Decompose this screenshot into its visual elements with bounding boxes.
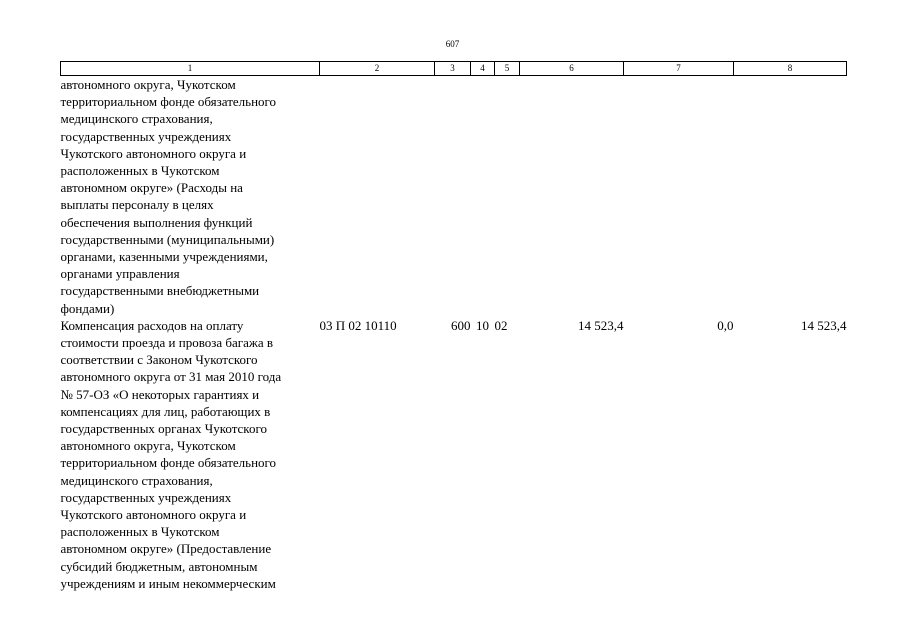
amount-col8-cell: 14 523,4 [801, 317, 847, 333]
description-line: автономном округе» (Предоставление [60, 541, 272, 557]
description-line: автономного округа, Чукотском [60, 438, 236, 454]
description-line: автономном округе» (Расходы на [60, 180, 243, 196]
column-header-3: 3 [434, 61, 471, 76]
description-line: государственными (муниципальными) [60, 231, 275, 247]
page-number: 607 [445, 39, 460, 49]
description-line: государственных органах Чукотского [60, 421, 267, 437]
column-header-4: 4 [470, 61, 495, 76]
description-line: обеспечения выполнения функций [60, 214, 253, 230]
budget-code-cell: 03 П 02 10110 [319, 317, 397, 333]
description-line: Чукотского автономного округа и [60, 145, 247, 161]
amount-col7-cell: 0,0 [717, 317, 734, 333]
description-line: государственных учреждениях [60, 128, 232, 144]
column-header-7: 7 [623, 61, 734, 76]
expense-type-cell: 600 [451, 317, 471, 333]
subsection-cell: 02 [494, 317, 508, 333]
description-line: расположенных в Чукотском [60, 524, 220, 540]
column-number-header-row: 1 2 3 4 5 6 7 8 [60, 61, 847, 76]
expense-type-cell [435, 76, 471, 317]
table-body: автономного округа, Чукотском территориал… [61, 76, 847, 593]
description-cell: Компенсация расходов на оплату стоимости … [61, 317, 320, 592]
description-line: соответствии с Законом Чукотского [60, 352, 258, 368]
budget-code-cell [320, 76, 435, 317]
description-line: органами, казенными учреждениями, [60, 249, 268, 265]
description-line: государственными внебюджетными [60, 283, 260, 299]
description-line: государственных учреждениях [60, 489, 232, 505]
budget-table: 1 2 3 4 5 6 7 8 автономного округа, Чуко… [60, 61, 847, 592]
description-line: фондами) [60, 300, 115, 316]
description-line: территориальном фонде обязательного [60, 455, 277, 471]
description-line: стоимости проезда и провоза багажа в [60, 335, 274, 351]
column-header-2: 2 [319, 61, 435, 76]
description-line: выплаты персоналу в целях [60, 197, 214, 213]
column-header-1: 1 [60, 61, 320, 76]
description-line: расположенных в Чукотском [60, 163, 220, 179]
table-row: Компенсация расходов на оплату стоимости … [61, 317, 847, 592]
section-cell [471, 76, 495, 317]
description-line: медицинского страхования, [60, 111, 213, 127]
description-line: органами управления [60, 266, 180, 282]
description-line: медицинского страхования, [60, 472, 213, 488]
description-line: автономного округа, Чукотском [60, 77, 236, 92]
description-line: компенсациях для лиц, работающих в [60, 403, 271, 419]
section-cell: 10 [476, 317, 489, 333]
description-line: Компенсация расходов на оплату [60, 317, 244, 333]
description-line: учреждениям и иным некоммерческим [60, 575, 276, 591]
amount-col8-cell [734, 76, 847, 317]
amount-col6-cell [520, 76, 624, 317]
description-line: автономного округа от 31 мая 2010 года [60, 369, 282, 385]
subsection-cell [495, 76, 520, 317]
description-cell: автономного округа, Чукотском территориал… [61, 76, 320, 317]
column-header-6: 6 [519, 61, 624, 76]
table-row: автономного округа, Чукотском территориал… [61, 76, 847, 317]
description-line: территориальном фонде обязательного [60, 94, 277, 110]
column-header-8: 8 [733, 61, 847, 76]
column-header-5: 5 [494, 61, 520, 76]
description-line: субсидий бюджетным, автономным [60, 558, 258, 574]
description-line: № 57-ОЗ «О некоторых гарантиях и [60, 386, 260, 402]
description-line: Чукотского автономного округа и [60, 507, 247, 523]
amount-col7-cell [624, 76, 734, 317]
amount-col6-cell: 14 523,4 [578, 317, 624, 333]
